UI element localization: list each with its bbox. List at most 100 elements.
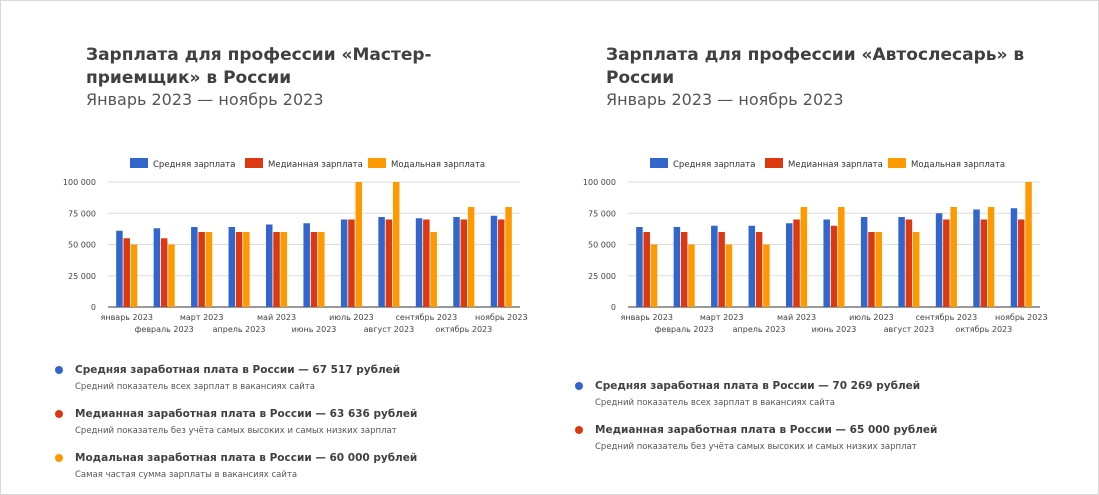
bar-mean xyxy=(935,213,943,307)
bar-mean xyxy=(860,217,868,307)
bar-mode xyxy=(912,232,920,307)
legend-swatch-median xyxy=(765,158,783,168)
bar-mean xyxy=(303,223,310,307)
panel-master-priemshchik: Зарплата для профессии «Мастер-приемщик»… xyxy=(30,0,550,495)
median-salary-desc: Средний показатель без учёта самых высок… xyxy=(75,426,397,436)
bar-median xyxy=(348,219,355,307)
mean-salary-title: Средняя заработная плата в России — 67 5… xyxy=(75,364,401,376)
y-tick-label: 25 000 xyxy=(68,272,96,281)
x-tick-label: октябрь 2023 xyxy=(435,325,492,334)
bar-median xyxy=(460,219,468,307)
mean-salary-stat: Средняя заработная плата в России — 67 5… xyxy=(55,363,535,394)
mode-salary-stat: Модальная заработная плата в России — 60… xyxy=(55,451,535,482)
bar-mode xyxy=(130,244,138,307)
median-dot-icon xyxy=(575,426,583,434)
bar-mode xyxy=(392,182,400,307)
bar-mean xyxy=(453,217,460,307)
bar-median xyxy=(905,219,913,307)
bar-median xyxy=(755,232,763,307)
bar-mean xyxy=(153,228,161,307)
bar-mode xyxy=(430,232,437,307)
bar-median xyxy=(943,219,950,307)
legend-label-mode: Модальная зарплата xyxy=(391,160,485,170)
y-tick-label: 25 000 xyxy=(588,272,616,281)
salary-summary: Средняя заработная плата в России — 67 5… xyxy=(55,363,535,495)
y-tick-label: 100 000 xyxy=(583,178,616,187)
x-tick-label: март 2023 xyxy=(700,313,744,322)
mean-salary-stat: Средняя заработная плата в России — 70 2… xyxy=(575,379,1055,410)
bar-median xyxy=(680,232,688,307)
x-tick-label: июль 2023 xyxy=(329,313,374,322)
bar-median xyxy=(235,232,243,307)
bar-median xyxy=(793,219,800,307)
legend-label-median: Медианная зарплата xyxy=(268,160,363,170)
bar-mode xyxy=(505,207,512,307)
x-tick-label: май 2023 xyxy=(777,313,816,322)
y-tick-label: 75 000 xyxy=(68,209,96,218)
bar-median xyxy=(498,219,505,307)
x-tick-label: сентябрь 2023 xyxy=(396,313,458,322)
bar-mean xyxy=(748,225,756,307)
bar-mode xyxy=(688,244,695,307)
panel-avtoslesar: Зарплата для профессии «Автослесарь» в Р… xyxy=(550,0,1070,495)
legend-swatch-mode xyxy=(888,158,906,168)
bar-mean xyxy=(415,218,423,307)
y-tick-label: 0 xyxy=(91,303,96,312)
median-salary-title: Медианная заработная плата в России — 65… xyxy=(595,424,938,436)
bar-mode xyxy=(318,232,325,307)
bar-mean xyxy=(636,227,643,307)
mean-dot-icon xyxy=(575,382,583,390)
bar-median xyxy=(273,232,280,307)
mode-dot-icon xyxy=(55,454,63,462)
bar-mean xyxy=(378,217,385,307)
median-salary-stat: Медианная заработная плата в России — 65… xyxy=(575,423,1055,454)
bar-mean xyxy=(191,227,198,307)
x-tick-label: ноябрь 2023 xyxy=(995,313,1048,322)
bar-mean xyxy=(1010,208,1018,307)
bar-median xyxy=(423,219,430,307)
legend-swatch-mode xyxy=(368,158,386,168)
bar-mean xyxy=(340,219,348,307)
salary-summary: Средняя заработная плата в России — 70 2… xyxy=(575,379,1055,467)
bar-mode xyxy=(355,182,363,307)
legend-label-median: Медианная зарплата xyxy=(788,160,883,170)
x-tick-label: апрель 2023 xyxy=(733,325,786,334)
mean-salary-desc: Средний показатель всех зарплат в ваканс… xyxy=(75,382,315,392)
x-tick-label: апрель 2023 xyxy=(213,325,266,334)
bar-mode xyxy=(243,232,250,307)
x-tick-label: январь 2023 xyxy=(621,313,673,322)
bar-mean xyxy=(116,230,123,307)
bar-mode xyxy=(838,207,845,307)
bar-mode xyxy=(650,244,658,307)
legend-label-mode: Модальная зарплата xyxy=(911,160,1005,170)
x-tick-label: август 2023 xyxy=(884,325,935,334)
x-tick-label: ноябрь 2023 xyxy=(475,313,528,322)
bar-median xyxy=(718,232,725,307)
bar-median xyxy=(123,238,130,307)
bar-mode xyxy=(875,232,883,307)
legend-label-mean: Средняя зарплата xyxy=(673,160,755,170)
x-tick-label: июнь 2023 xyxy=(292,325,337,334)
mean-salary-desc: Средний показатель всех зарплат в ваканс… xyxy=(595,398,835,408)
mean-salary-title: Средняя заработная плата в России — 70 2… xyxy=(595,380,921,392)
y-tick-label: 75 000 xyxy=(588,209,616,218)
x-tick-label: август 2023 xyxy=(364,325,415,334)
bar-mean xyxy=(785,223,793,307)
bar-median xyxy=(160,238,168,307)
bar-mode xyxy=(1025,182,1032,307)
x-tick-label: июль 2023 xyxy=(849,313,894,322)
bar-mode xyxy=(280,232,288,307)
bar-mode xyxy=(168,244,175,307)
x-tick-label: февраль 2023 xyxy=(655,325,714,334)
bar-mode xyxy=(763,244,770,307)
bar-chart: Средняя зарплата Медианная зарплата Модаль… xyxy=(570,145,1050,345)
chart-svg: Средняя зарплата Медианная зарплата Модаль… xyxy=(583,158,1048,334)
x-tick-label: сентябрь 2023 xyxy=(916,313,978,322)
median-dot-icon xyxy=(55,410,63,418)
bar-mean xyxy=(228,227,236,307)
chart-title: Зарплата для профессии «Мастер-приемщик»… xyxy=(86,45,432,88)
bar-mean xyxy=(673,227,681,307)
bar-median xyxy=(198,232,205,307)
bar-chart: Средняя зарплата Медианная зарплата Модаль… xyxy=(50,145,530,345)
bar-mode xyxy=(950,207,957,307)
